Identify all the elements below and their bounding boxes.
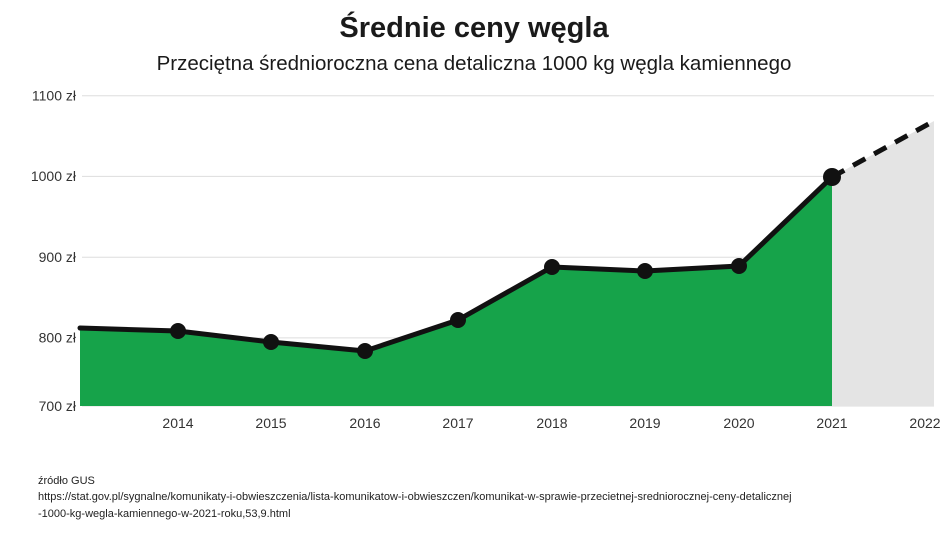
svg-text:2014: 2014	[162, 415, 193, 431]
svg-text:1100 zł: 1100 zł	[32, 88, 77, 104]
svg-text:2022: 2022	[909, 415, 940, 431]
svg-text:2021: 2021	[816, 415, 847, 431]
svg-text:900 zł: 900 zł	[39, 249, 77, 265]
svg-text:2019: 2019	[629, 415, 660, 431]
svg-text:2017: 2017	[442, 415, 473, 431]
svg-text:2020: 2020	[723, 415, 754, 431]
svg-text:1000 zł: 1000 zł	[31, 168, 77, 184]
svg-text:700 zł: 700 zł	[39, 398, 77, 414]
svg-text:2015: 2015	[255, 415, 286, 431]
svg-text:800 zł: 800 zł	[39, 330, 77, 346]
svg-text:2018: 2018	[536, 415, 567, 431]
svg-text:2016: 2016	[349, 415, 380, 431]
